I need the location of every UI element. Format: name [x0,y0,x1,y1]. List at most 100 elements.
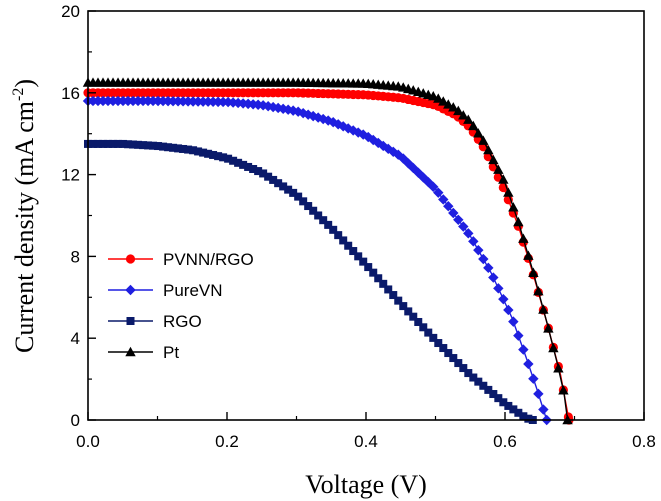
data-point [448,102,459,112]
data-point [438,96,449,106]
legend-item: PVNN/RGO [108,250,254,269]
series-line [88,92,570,421]
data-point [364,263,373,272]
data-point [509,405,518,414]
data-point [448,207,459,219]
data-point [424,328,433,337]
data-point [199,148,208,157]
data-point [444,349,453,358]
data-point [222,96,234,108]
data-point [314,211,323,220]
data-point [453,105,464,116]
data-point [523,358,534,370]
data-point [89,139,98,148]
data-point [339,236,348,245]
data-point [154,142,163,151]
data-point [374,274,383,283]
data-point [269,175,278,184]
data-point [309,206,318,215]
data-point [349,247,358,256]
data-point [219,153,228,162]
data-point [503,187,514,197]
data-point [409,312,418,321]
data-point [174,144,183,153]
data-point [294,192,303,201]
y-tick-label: 16 [61,84,80,103]
x-tick-label: 0.8 [632,432,656,451]
data-point [99,139,108,148]
data-point [149,141,158,150]
data-point [464,369,473,378]
y-axis-label-superscript: -2 [10,88,27,101]
data-point [473,128,484,138]
data-point [319,216,328,225]
data-point [388,146,399,157]
data-point [483,144,494,155]
legend: PVNN/RGO PureVN RGO Pt [108,250,254,362]
legend-swatch-marker [125,254,136,264]
data-point [503,304,514,316]
legend-item: RGO [108,312,202,331]
data-point [159,142,168,151]
data-point [299,197,308,206]
data-point [478,253,489,265]
data-point [124,140,133,149]
data-point [488,272,499,283]
data-point [194,147,203,156]
data-point [528,373,539,384]
data-point [252,99,264,110]
y-tick-label: 20 [61,2,80,21]
y-tick-label: 4 [71,329,80,348]
data-point [538,404,549,415]
data-point [244,162,253,171]
data-point [428,181,439,193]
data-point [204,149,213,158]
data-point [443,99,454,109]
data-point [473,244,484,256]
data-point [453,214,464,225]
data-point [274,179,283,188]
data-point [249,165,258,174]
data-point [458,221,469,232]
data-point [449,354,458,363]
data-point [109,139,118,148]
data-point [284,185,293,194]
y-axis-label-close: ) [10,79,39,88]
data-point [289,188,298,197]
data-point [474,377,483,386]
data-point [469,373,478,382]
data-point [519,412,528,421]
data-point [229,156,238,165]
series-line [88,81,569,421]
data-point [189,146,198,155]
data-point [164,143,173,152]
data-point [304,202,313,211]
y-axis-label: Current density (mA cm-2) [10,79,39,353]
data-point [368,134,379,146]
data-point [359,257,368,266]
data-point [434,339,443,348]
data-point [227,97,239,108]
data-point [489,390,498,399]
y-tick-label: 8 [71,247,80,266]
data-point [443,201,454,212]
data-point [363,131,374,143]
data-point [119,139,128,148]
data-point [234,158,243,167]
data-point [454,359,463,368]
data-point [439,344,448,353]
data-point [514,408,523,417]
data-point [322,115,334,126]
data-point [463,114,474,124]
series-pvnn-rgo [83,88,574,425]
data-point [543,323,554,333]
data-point [239,160,248,169]
legend-swatch-marker [125,284,136,296]
plot-layer [82,77,574,426]
data-point [548,342,559,353]
data-point [438,194,449,205]
data-point [488,154,499,165]
data-point [468,236,479,247]
data-point [329,225,338,234]
